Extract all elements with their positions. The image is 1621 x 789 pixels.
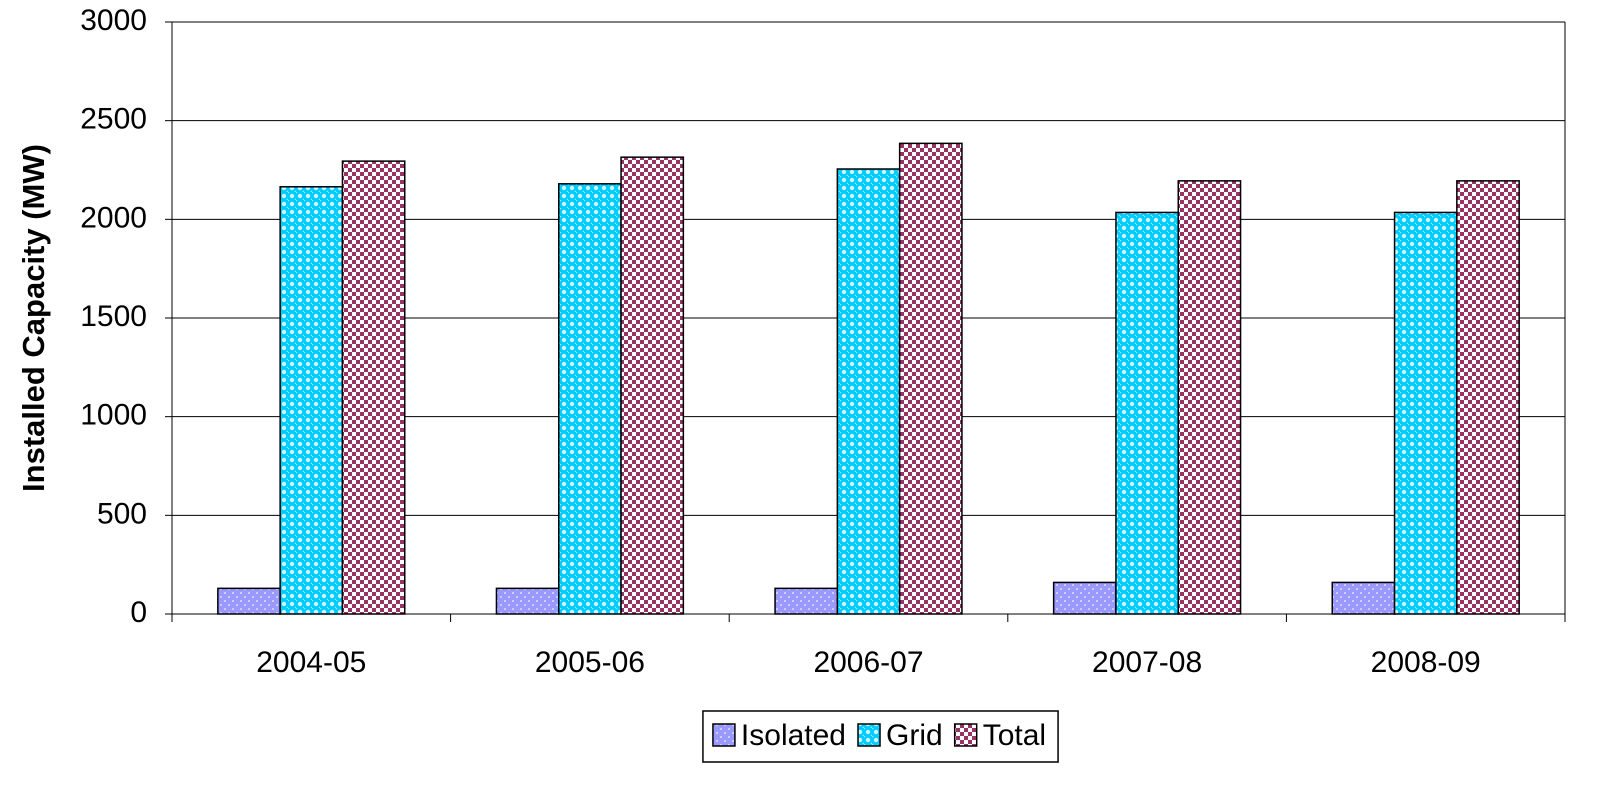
bar <box>1115 211 1179 615</box>
bar <box>620 156 685 615</box>
bar <box>1456 180 1520 615</box>
bar <box>558 183 622 615</box>
x-tick-label: 2004-05 <box>256 646 366 679</box>
y-tick-label: 1000 <box>80 399 147 432</box>
bar <box>774 587 839 615</box>
y-tick-label: 2500 <box>80 103 147 136</box>
bar <box>898 142 963 615</box>
y-tick-label: 500 <box>97 497 147 530</box>
bar <box>495 587 560 615</box>
legend-swatch <box>953 723 978 747</box>
x-tick-label: 2005-06 <box>535 646 645 679</box>
x-tick-label: 2008-09 <box>1371 646 1481 679</box>
bar <box>1331 581 1396 615</box>
x-tick-label: 2007-08 <box>1092 646 1202 679</box>
bar <box>836 168 901 615</box>
legend-swatch <box>857 723 881 747</box>
bar <box>217 587 281 615</box>
legend-label: Isolated <box>741 719 846 752</box>
bar <box>1393 211 1458 615</box>
bar <box>1052 581 1117 615</box>
legend-label: Grid <box>886 719 943 752</box>
legend-swatch <box>712 723 736 747</box>
x-tick-label: 2006-07 <box>813 646 923 679</box>
y-tick-label: 3000 <box>80 4 147 37</box>
y-tick-label: 2000 <box>80 201 147 234</box>
y-tick-label: 1500 <box>80 300 147 333</box>
bar <box>279 186 344 615</box>
bar <box>341 160 406 615</box>
bar <box>1177 180 1242 615</box>
legend-label: Total <box>983 719 1046 752</box>
legend: Isolated Grid Total <box>702 710 1059 763</box>
y-tick-label: 0 <box>130 596 147 629</box>
y-axis-label: Installed Capacity (MW) <box>16 144 51 492</box>
